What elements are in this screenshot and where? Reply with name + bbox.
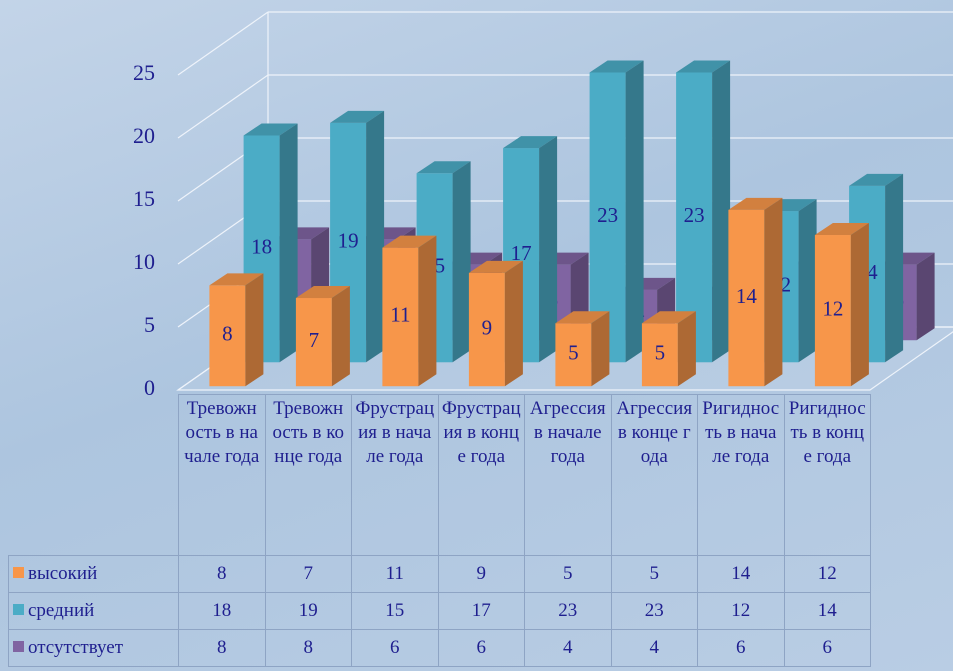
value-label: 14 (736, 284, 758, 308)
legend-entry: высокий (9, 556, 179, 593)
corner-cell (9, 395, 179, 556)
y-tick-label: 25 (133, 60, 155, 85)
category-label: Ригидность в конце года (784, 395, 871, 556)
value-label: 5 (568, 341, 579, 365)
value-label: 18 (251, 235, 272, 259)
bar-group: 5 (555, 311, 609, 386)
bar-side (539, 136, 557, 362)
table-value: 17 (438, 593, 525, 630)
bar-group: 14 (728, 198, 782, 386)
table-value: 23 (611, 593, 698, 630)
legend-entry: отсутствует (9, 630, 179, 667)
table-value: 8 (179, 630, 266, 667)
category-label: Ригидность в начале года (698, 395, 785, 556)
bar-side (799, 199, 817, 362)
legend-label: средний (28, 600, 94, 621)
value-label: 12 (822, 296, 843, 320)
value-label: 9 (482, 315, 493, 339)
table-value: 4 (611, 630, 698, 667)
table-value: 11 (352, 556, 439, 593)
bar-side (505, 261, 523, 386)
bar-side (917, 253, 935, 341)
value-label: 23 (684, 203, 705, 227)
bar-side (626, 60, 644, 362)
table-value: 12 (784, 556, 871, 593)
bar-group: 7 (296, 286, 350, 386)
value-label: 19 (338, 228, 359, 252)
table-value: 8 (265, 630, 352, 667)
grid-line (178, 12, 268, 75)
value-label: 23 (597, 203, 618, 227)
bar-side (591, 311, 609, 386)
bar-side (764, 198, 782, 386)
bar-group: 8 (209, 273, 263, 386)
legend-label: высокий (28, 563, 97, 584)
bars: 88664466181915172323121487119551412 (209, 60, 934, 386)
y-tick-label: 15 (133, 186, 155, 211)
bar-side (280, 123, 298, 362)
table-value: 6 (438, 630, 525, 667)
bar-group: 5 (642, 311, 696, 386)
bar-side (678, 311, 696, 386)
table-value: 8 (179, 556, 266, 593)
legend-key (13, 567, 24, 578)
table-value: 14 (784, 593, 871, 630)
table-value: 19 (265, 593, 352, 630)
legend-key (13, 604, 24, 615)
table-value: 5 (611, 556, 698, 593)
bar-side (712, 60, 730, 362)
category-label: Фрустрация в конце года (438, 395, 525, 556)
bar-side (366, 111, 384, 362)
bar-group: 11 (382, 236, 436, 387)
table-value: 6 (352, 630, 439, 667)
page: 0510152025 88664466181915172323121487119… (0, 0, 953, 671)
table-value: 6 (698, 630, 785, 667)
value-label: 7 (309, 328, 320, 352)
bar-side (851, 223, 869, 386)
y-tick-label: 5 (144, 312, 155, 337)
table-value: 12 (698, 593, 785, 630)
category-label: Агрессия в конце года (611, 395, 698, 556)
category-label: Фрустрация в начале года (352, 395, 439, 556)
table-value: 9 (438, 556, 525, 593)
bar-side (453, 161, 471, 362)
legend-label: отсутствует (28, 637, 123, 658)
table-value: 14 (698, 556, 785, 593)
table-value: 6 (784, 630, 871, 667)
category-label: Тревожность в начале года (179, 395, 266, 556)
table-value: 18 (179, 593, 266, 630)
y-tick-label: 20 (133, 123, 155, 148)
legend-entry: средний (9, 593, 179, 630)
table-value: 5 (525, 556, 612, 593)
table-value: 23 (525, 593, 612, 630)
category-label: Агрессия в начале года (525, 395, 612, 556)
value-label: 5 (655, 341, 666, 365)
bar-side (418, 236, 436, 387)
value-label: 8 (222, 322, 233, 346)
legend-key (13, 641, 24, 652)
table-value: 4 (525, 630, 612, 667)
bar-side (245, 273, 263, 386)
table-value: 15 (352, 593, 439, 630)
category-label: Тревожность в конце года (265, 395, 352, 556)
bar-group: 9 (469, 261, 523, 386)
y-tick-label: 10 (133, 249, 155, 274)
bar-side (332, 286, 350, 386)
value-label: 11 (390, 303, 410, 327)
table-value: 7 (265, 556, 352, 593)
bar-group: 12 (815, 223, 869, 386)
bar-side (885, 174, 903, 362)
